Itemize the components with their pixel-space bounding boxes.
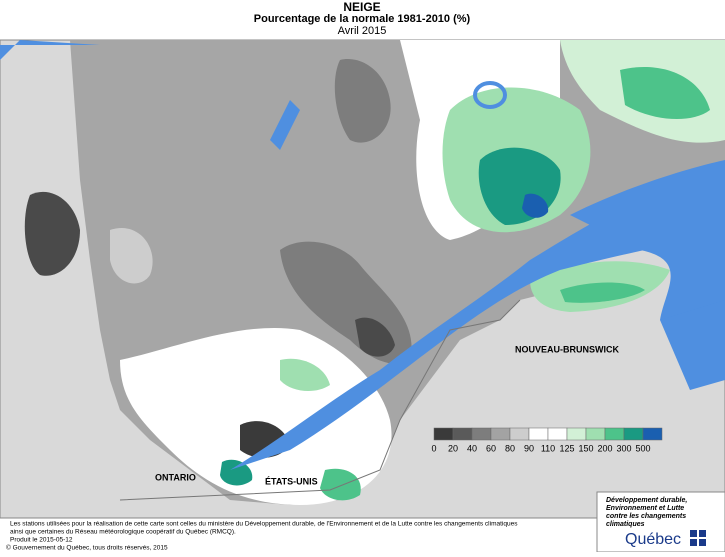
period: Avril 2015 [338, 25, 387, 37]
light-zone [110, 228, 153, 284]
dark-zone [355, 317, 395, 357]
legend-swatch [642, 427, 663, 441]
legend-label: 20 [448, 443, 458, 453]
legend-swatch [452, 427, 473, 441]
lake [473, 81, 507, 109]
legend-swatch [509, 427, 530, 441]
legend-swatch [528, 427, 549, 441]
footer-note: Les stations utilisées pour la réalisati… [10, 521, 518, 528]
river [230, 170, 725, 470]
gulf [660, 300, 725, 390]
footer: Les stations utilisées pour la réalisati… [6, 521, 518, 552]
region-label: NOUVEAU-BRUNSWICK [515, 344, 619, 354]
dark-zone [24, 191, 80, 276]
legend-swatch [566, 427, 587, 441]
legend-label: 150 [578, 443, 593, 453]
legend-swatch [623, 427, 644, 441]
title: NEIGE [343, 0, 380, 14]
legend-label: 500 [635, 443, 650, 453]
green-zone [320, 468, 361, 501]
legend-swatch [547, 427, 568, 441]
green-zone [620, 66, 710, 120]
legend-label: 110 [541, 443, 555, 453]
green-zone [280, 358, 330, 392]
legend-label: 40 [467, 443, 477, 453]
legend-label: 80 [505, 443, 515, 453]
legend-label: 125 [559, 443, 574, 453]
logo-ministry: Environnement et Lutte [606, 505, 684, 512]
green-zone [220, 459, 253, 486]
logo-ministry: climatiques [606, 521, 645, 528]
legend-swatch [490, 427, 511, 441]
gulf [570, 160, 725, 324]
legend-swatch [585, 427, 606, 441]
legend-label: 60 [486, 443, 496, 453]
footer-note: Produit le 2015-05-12 [10, 537, 73, 544]
region-label: ÉTATS-UNIS [265, 476, 318, 486]
legend-label: 90 [524, 443, 534, 453]
logo-flag [690, 530, 706, 546]
legend-swatch [433, 427, 454, 441]
logo-name: Québec [625, 531, 681, 548]
border [119, 299, 521, 501]
footer-note: © Gouvernement du Québec, tous droits ré… [6, 544, 168, 552]
lake [0, 40, 100, 60]
region-label: ONTARIO [155, 472, 196, 482]
logo: Développement durable, Environnement et … [596, 491, 725, 553]
green-zone [560, 282, 645, 303]
blue-zone [522, 193, 549, 218]
legend: 0 20 40 60 80 90 110 125 150 200 300 500 [431, 427, 663, 453]
gray-zone [334, 59, 391, 143]
legend-label: 300 [616, 443, 631, 453]
normal-zone [120, 327, 392, 505]
legend-label: 200 [597, 443, 612, 453]
legend-swatch [604, 427, 625, 441]
legend-swatch [471, 427, 492, 441]
legend-label: 0 [431, 443, 436, 453]
footer-note: ainsi que certaines du Réseau météorolog… [10, 529, 236, 536]
flag-square [699, 530, 706, 537]
logo-ministry: Développement durable, [606, 497, 687, 504]
flag-square [690, 539, 697, 546]
logo-ministry: contre les changements [606, 513, 686, 520]
flag-square [690, 530, 697, 537]
subtitle: Pourcentage de la normale 1981-2010 (%) [254, 13, 471, 25]
lake [270, 100, 300, 150]
flag-square [699, 539, 706, 546]
